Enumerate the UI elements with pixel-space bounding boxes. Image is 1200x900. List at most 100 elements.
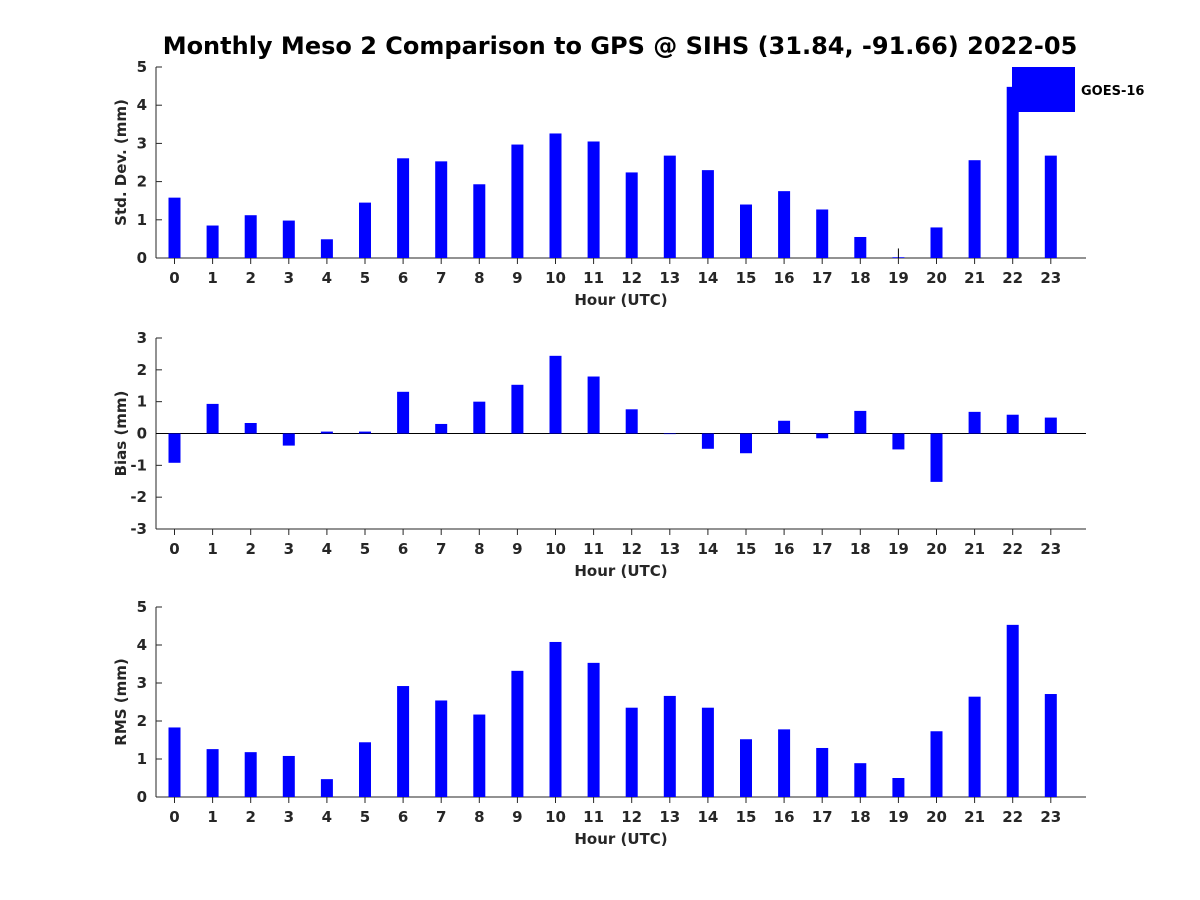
bar bbox=[930, 433, 943, 482]
x-tick-label: 2 bbox=[245, 540, 255, 558]
bar bbox=[701, 707, 714, 797]
y-tick-label: 5 bbox=[137, 598, 147, 616]
x-axis-label: Hour (UTC) bbox=[574, 291, 667, 309]
bar bbox=[778, 729, 791, 797]
x-tick-label: 16 bbox=[774, 269, 795, 287]
bar bbox=[740, 433, 752, 454]
y-tick-label: 4 bbox=[137, 636, 147, 654]
bar bbox=[435, 161, 448, 258]
bar bbox=[206, 403, 219, 434]
x-tick-label: 20 bbox=[926, 269, 947, 287]
bar bbox=[1044, 155, 1057, 258]
x-tick-label: 10 bbox=[545, 808, 566, 826]
bar bbox=[854, 236, 867, 258]
bar bbox=[625, 172, 638, 258]
bar bbox=[587, 141, 600, 258]
x-tick-label: 10 bbox=[545, 540, 566, 558]
chart-title: Monthly Meso 2 Comparison to GPS @ SIHS … bbox=[163, 32, 1078, 60]
bar bbox=[473, 714, 486, 797]
x-tick-label: 22 bbox=[1002, 808, 1023, 826]
x-axis-label: Hour (UTC) bbox=[574, 562, 667, 580]
bar bbox=[778, 191, 791, 258]
y-tick-label: 1 bbox=[137, 750, 147, 768]
y-tick-label: 2 bbox=[137, 173, 147, 191]
x-tick-label: 1 bbox=[207, 269, 217, 287]
x-tick-label: 13 bbox=[659, 269, 680, 287]
bar bbox=[359, 431, 371, 434]
bar bbox=[968, 411, 981, 434]
bar bbox=[892, 778, 905, 797]
bar bbox=[168, 197, 181, 258]
x-tick-label: 3 bbox=[284, 808, 294, 826]
bar bbox=[435, 423, 448, 434]
y-tick-label: 0 bbox=[137, 788, 147, 806]
x-tick-label: 19 bbox=[888, 269, 909, 287]
x-tick-label: 1 bbox=[207, 540, 217, 558]
bar bbox=[587, 376, 600, 434]
bar bbox=[854, 763, 867, 797]
bar bbox=[663, 695, 676, 797]
bar bbox=[511, 384, 524, 434]
bar bbox=[168, 433, 181, 463]
x-tick-label: 22 bbox=[1002, 540, 1023, 558]
bar bbox=[206, 749, 219, 797]
x-tick-label: 16 bbox=[774, 808, 795, 826]
bar bbox=[282, 755, 295, 797]
x-tick-label: 10 bbox=[545, 269, 566, 287]
x-tick-label: 12 bbox=[621, 808, 642, 826]
x-tick-label: 6 bbox=[398, 540, 408, 558]
bar bbox=[625, 707, 638, 797]
bar bbox=[1044, 417, 1057, 434]
x-tick-label: 5 bbox=[360, 269, 370, 287]
x-tick-label: 1 bbox=[207, 808, 217, 826]
bar bbox=[701, 170, 714, 258]
x-tick-label: 23 bbox=[1040, 269, 1061, 287]
x-tick-label: 15 bbox=[736, 808, 757, 826]
bar bbox=[549, 641, 562, 797]
bar bbox=[930, 731, 943, 797]
x-tick-label: 5 bbox=[360, 540, 370, 558]
x-tick-label: 18 bbox=[850, 808, 871, 826]
bar bbox=[320, 431, 333, 434]
y-tick-label: 0 bbox=[137, 425, 147, 443]
x-tick-label: 11 bbox=[583, 269, 604, 287]
y-tick-label: 1 bbox=[137, 211, 147, 229]
bar bbox=[435, 700, 448, 797]
x-tick-label: 13 bbox=[659, 808, 680, 826]
bar bbox=[1006, 86, 1019, 258]
x-tick-label: 23 bbox=[1040, 808, 1061, 826]
x-tick-label: 21 bbox=[964, 540, 985, 558]
bar bbox=[816, 209, 829, 258]
bar bbox=[244, 752, 257, 797]
x-tick-label: 20 bbox=[926, 808, 947, 826]
x-tick-label: 14 bbox=[697, 540, 718, 558]
bar bbox=[320, 239, 333, 258]
x-tick-label: 12 bbox=[621, 269, 642, 287]
bar bbox=[244, 215, 257, 258]
x-tick-label: 9 bbox=[512, 540, 522, 558]
bar bbox=[1006, 624, 1019, 797]
bar bbox=[854, 410, 867, 434]
x-tick-label: 8 bbox=[474, 269, 484, 287]
x-tick-label: 12 bbox=[621, 540, 642, 558]
x-tick-label: 4 bbox=[322, 540, 332, 558]
x-tick-label: 4 bbox=[322, 808, 332, 826]
legend: GOES-16 bbox=[1012, 67, 1144, 112]
x-tick-label: 11 bbox=[583, 808, 604, 826]
bar bbox=[663, 433, 676, 435]
bar bbox=[359, 742, 371, 797]
y-tick-label: -1 bbox=[130, 456, 147, 474]
bar bbox=[282, 433, 295, 446]
bar bbox=[663, 155, 676, 258]
x-tick-label: 11 bbox=[583, 540, 604, 558]
x-tick-label: 23 bbox=[1040, 540, 1061, 558]
x-tick-label: 2 bbox=[245, 269, 255, 287]
x-tick-label: 20 bbox=[926, 540, 947, 558]
x-tick-label: 8 bbox=[474, 808, 484, 826]
y-tick-label: -3 bbox=[130, 520, 147, 538]
y-tick-label: 3 bbox=[137, 329, 147, 347]
